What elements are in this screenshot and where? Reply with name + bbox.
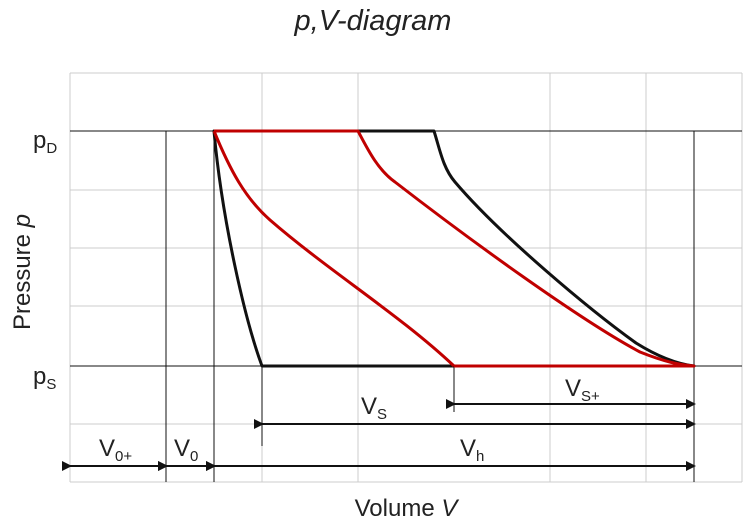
label-pd: pD (33, 127, 57, 157)
label-vs: VS (361, 393, 387, 423)
cycle-red-discharge (214, 129, 696, 368)
grid (69, 72, 743, 483)
y-axis-label: Pressure p (9, 214, 36, 330)
label-v0-plus: V0+ (99, 435, 132, 465)
label-vs-plus: VS+ (565, 375, 600, 405)
cycle-black (212, 129, 696, 368)
label-vh: Vh (460, 435, 484, 465)
cycle-red-clearance (212, 130, 456, 368)
label-ps: pS (33, 363, 56, 393)
dimension-arrows (62, 399, 696, 471)
x-axis-label: Volume V (355, 495, 460, 522)
diagram-title: p,V-diagram (294, 5, 452, 37)
label-v0: V0 (174, 435, 198, 465)
